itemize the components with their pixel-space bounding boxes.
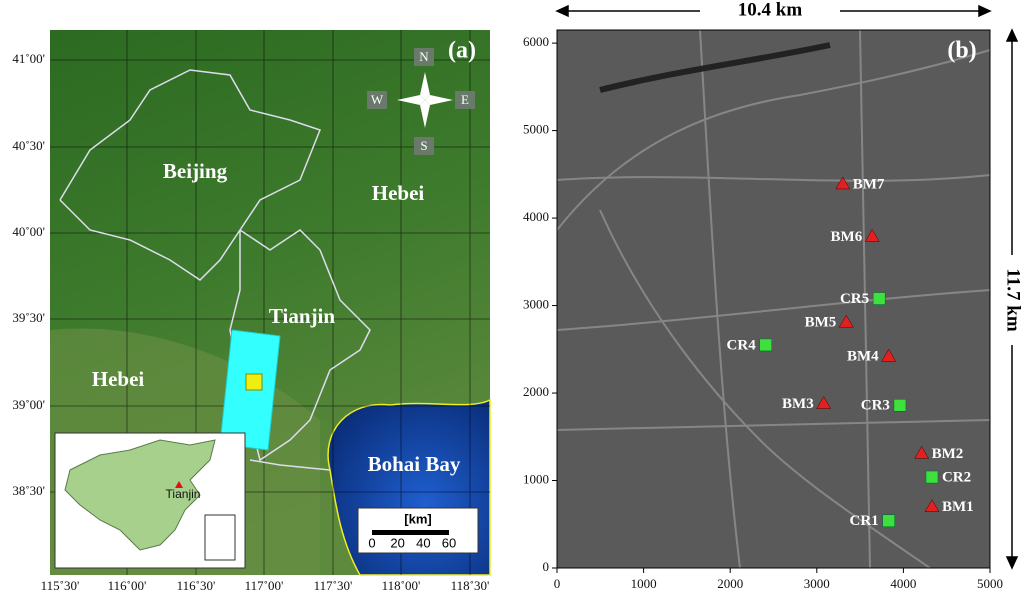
y-tick-label: 1000 xyxy=(523,472,549,487)
x-tick-label: 1000 xyxy=(631,576,657,591)
scale-ticks: 0 20 40 60 xyxy=(368,535,456,550)
lat-label: 39˚00' xyxy=(12,397,45,412)
benchmark-marker xyxy=(838,314,854,328)
reflector-marker xyxy=(882,514,895,528)
x-tick-label: 3000 xyxy=(804,576,830,591)
river xyxy=(599,42,831,93)
lon-label: 118˚00' xyxy=(382,578,421,593)
scale-unit: [km] xyxy=(404,511,431,526)
lon-labels: 115˚30' 116˚00' 116˚30' 117˚00' 117˚30' 118˚0… xyxy=(41,578,490,593)
compass xyxy=(367,48,475,155)
y-tick-label: 3000 xyxy=(523,297,549,312)
region-label: Hebei xyxy=(92,367,145,391)
y-tick-label: 0 xyxy=(543,559,550,574)
x-tick-label: 4000 xyxy=(890,576,916,591)
x-tick-label: 5000 xyxy=(977,576,1003,591)
lat-label: 39˚30' xyxy=(12,310,45,325)
frame xyxy=(556,29,991,569)
point-label: BM4 xyxy=(847,349,879,365)
width-label: 10.4 km xyxy=(738,0,803,20)
point-label: BM3 xyxy=(782,396,814,412)
region-label: Beijing xyxy=(163,159,228,183)
benchmark-marker xyxy=(914,445,930,459)
lon-label: 115˚30' xyxy=(41,578,80,593)
benchmark-marker xyxy=(835,176,851,190)
reflector-marker xyxy=(759,338,772,352)
roads xyxy=(556,29,991,569)
panel-label: (a) xyxy=(448,38,476,64)
study-subset xyxy=(245,373,263,391)
lat-label: 41˚00' xyxy=(12,51,45,66)
scale-bar xyxy=(357,507,479,554)
y-tick-label: 2000 xyxy=(523,384,549,399)
benchmark-marker xyxy=(864,228,880,242)
lat-label: 40˚30' xyxy=(12,138,45,153)
inset-label: Tianjin xyxy=(166,487,201,501)
axes: 0 1000 2000 3000 4000 5000 0 1000 2000 3000 4000 50… xyxy=(523,34,1003,591)
lon-label: 116˚00' xyxy=(108,578,147,593)
scale-tick-label: 60 xyxy=(442,535,456,550)
compass-label: W xyxy=(371,92,384,107)
panel-b: (b) 10.4 km 11.7 km 0 1000 2000 3000 4000 500… xyxy=(523,0,1024,591)
compass-label: E xyxy=(461,92,469,107)
dimension-arrows xyxy=(555,4,1019,570)
scale-tick-label: 40 xyxy=(416,535,430,550)
panel-a: N W E S (a) Beijing Hebei Tianjin Hebei … xyxy=(12,30,491,593)
reflector-marker xyxy=(872,292,886,305)
panel-label: (b) xyxy=(947,38,976,64)
scale-tick-label: 20 xyxy=(390,535,404,550)
point-label: BM7 xyxy=(853,176,885,192)
lon-label: 118˚30' xyxy=(451,578,490,593)
lon-label: 117˚30' xyxy=(314,578,353,593)
lat-label: 38˚30' xyxy=(12,483,45,498)
point-label: BM6 xyxy=(831,229,863,245)
lat-label: 40˚00' xyxy=(12,224,45,239)
benchmark-marker xyxy=(816,396,832,409)
region-label: Bohai Bay xyxy=(368,452,461,476)
point-label: BM5 xyxy=(805,315,837,331)
sar-image xyxy=(557,30,990,568)
y-tick-label: 5000 xyxy=(523,122,549,137)
graticule xyxy=(50,30,490,575)
point-label: BM2 xyxy=(932,446,964,462)
benchmark-marker xyxy=(881,348,897,362)
lon-label: 116˚30' xyxy=(177,578,216,593)
benchmark-marker xyxy=(924,499,940,513)
point-label: CR3 xyxy=(861,398,890,414)
scale-tick-label: 0 xyxy=(368,535,375,550)
lon-label: 117˚00' xyxy=(245,578,284,593)
region-label: Tianjin xyxy=(269,304,335,328)
inset-map xyxy=(54,432,246,569)
y-tick-label: 6000 xyxy=(523,34,549,49)
point-label: BM1 xyxy=(942,499,974,515)
compass-label: N xyxy=(419,49,429,64)
point-label: CR1 xyxy=(850,513,879,529)
point-label: CR4 xyxy=(727,337,757,353)
point-label: CR2 xyxy=(942,469,971,485)
reflector-marker xyxy=(893,399,907,412)
lat-labels: 41˚00' 40˚30' 40˚00' 39˚30' 39˚00' 38˚30' xyxy=(12,51,45,498)
compass-label: S xyxy=(420,138,427,153)
x-tick-label: 0 xyxy=(554,576,561,591)
height-label: 11.7 km xyxy=(1003,268,1024,332)
x-tick-label: 2000 xyxy=(717,576,743,591)
reflector-marker xyxy=(925,470,939,484)
y-tick-label: 4000 xyxy=(523,209,549,224)
region-label: Hebei xyxy=(372,181,425,205)
point-label: CR5 xyxy=(840,291,869,307)
